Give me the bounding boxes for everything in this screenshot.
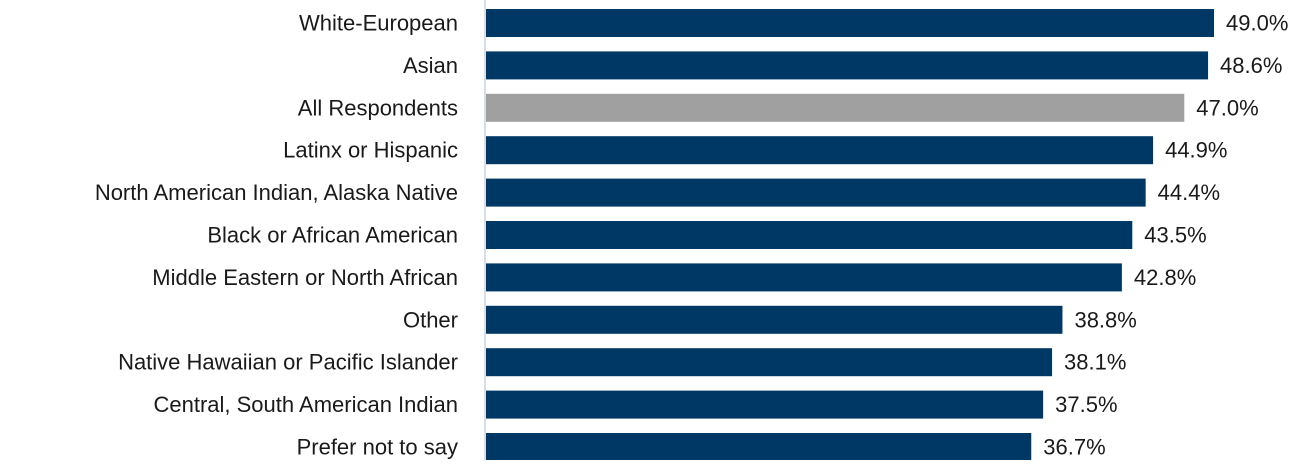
value-labels-layer: 49.0% 48.6% 47.0% 44.9% 44.4% 43.5% 42.8% 38.8%… [1043,11,1288,460]
category-label: Black or African American [207,223,458,248]
category-label: Asian [403,53,458,78]
value-label: 47.0% [1196,95,1258,120]
category-label: All Respondents [298,95,458,120]
category-label: Native Hawaiian or Pacific Islander [118,350,458,375]
category-label: Middle Eastern or North African [152,265,458,290]
value-label: 44.4% [1158,180,1220,205]
bar-2 [486,93,1185,122]
value-label: 38.1% [1064,350,1126,375]
bar-0 [486,9,1214,37]
bar-10 [486,433,1032,461]
category-label: White-European [299,11,458,36]
value-label: 38.8% [1074,307,1136,332]
value-label: 42.8% [1134,265,1196,290]
category-labels-layer: White-European Asian All Respondents Latinx… [95,11,458,460]
bar-3 [486,136,1154,165]
bar-4 [486,178,1146,207]
category-label: Prefer not to say [297,435,458,460]
category-label: North American Indian, Alaska Native [95,180,458,205]
bar-5 [486,221,1133,249]
bars-layer [486,9,1214,461]
category-label: Central, South American Indian [153,392,458,417]
value-label: 36.7% [1043,435,1105,460]
bar-1 [486,51,1209,80]
bar-9 [486,390,1044,419]
category-label: Latinx or Hispanic [283,138,458,163]
value-label: 49.0% [1226,11,1288,36]
bar-7 [486,305,1063,334]
category-label: Other [403,307,458,332]
value-label: 43.5% [1144,223,1206,248]
bar-6 [486,263,1122,292]
bar-8 [486,348,1053,377]
value-label: 44.9% [1165,138,1227,163]
value-label: 48.6% [1220,53,1282,78]
value-label: 37.5% [1055,392,1117,417]
